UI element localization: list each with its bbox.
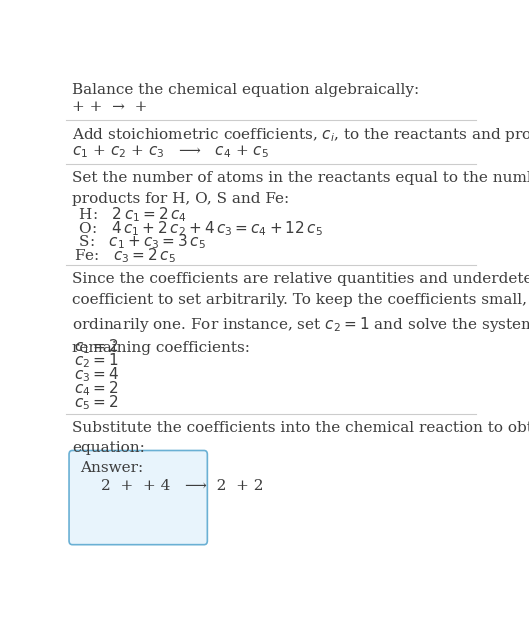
Text: Substitute the coefficients into the chemical reaction to obtain the balanced
eq: Substitute the coefficients into the che… (72, 421, 529, 455)
Text: $c_5 = 2$: $c_5 = 2$ (74, 393, 118, 412)
Text: $c_1 = 2$: $c_1 = 2$ (74, 338, 118, 356)
Text: Answer:: Answer: (80, 460, 143, 475)
Text: $c_4 = 2$: $c_4 = 2$ (74, 379, 118, 398)
Text: $c_3 = 4$: $c_3 = 4$ (74, 365, 119, 384)
Text: $c_2 = 1$: $c_2 = 1$ (74, 351, 118, 370)
Text: Fe:   $c_3 = 2\,c_5$: Fe: $c_3 = 2\,c_5$ (74, 246, 176, 266)
Text: $c_1$ + $c_2$ + $c_3$   ⟶   $c_4$ + $c_5$: $c_1$ + $c_2$ + $c_3$ ⟶ $c_4$ + $c_5$ (72, 143, 269, 160)
Text: S:   $c_1 + c_3 = 3\,c_5$: S: $c_1 + c_3 = 3\,c_5$ (74, 233, 206, 251)
Text: + +  →  +: + + → + (72, 100, 148, 114)
Text: O:   $4\,c_1 + 2\,c_2 + 4\,c_3 = c_4 + 12\,c_5$: O: $4\,c_1 + 2\,c_2 + 4\,c_3 = c_4 + 12\… (74, 219, 323, 237)
Text: Add stoichiometric coefficients, $c_i$, to the reactants and products:: Add stoichiometric coefficients, $c_i$, … (72, 127, 529, 145)
Text: Balance the chemical equation algebraically:: Balance the chemical equation algebraica… (72, 84, 419, 97)
FancyBboxPatch shape (69, 451, 207, 545)
Text: 2  +  + 4   ⟶  2  + 2: 2 + + 4 ⟶ 2 + 2 (101, 479, 263, 493)
Text: H:   $2\,c_1 = 2\,c_4$: H: $2\,c_1 = 2\,c_4$ (74, 205, 187, 224)
Text: Since the coefficients are relative quantities and underdetermined, choose a
coe: Since the coefficients are relative quan… (72, 272, 529, 354)
Text: Set the number of atoms in the reactants equal to the number of atoms in the
pro: Set the number of atoms in the reactants… (72, 171, 529, 206)
